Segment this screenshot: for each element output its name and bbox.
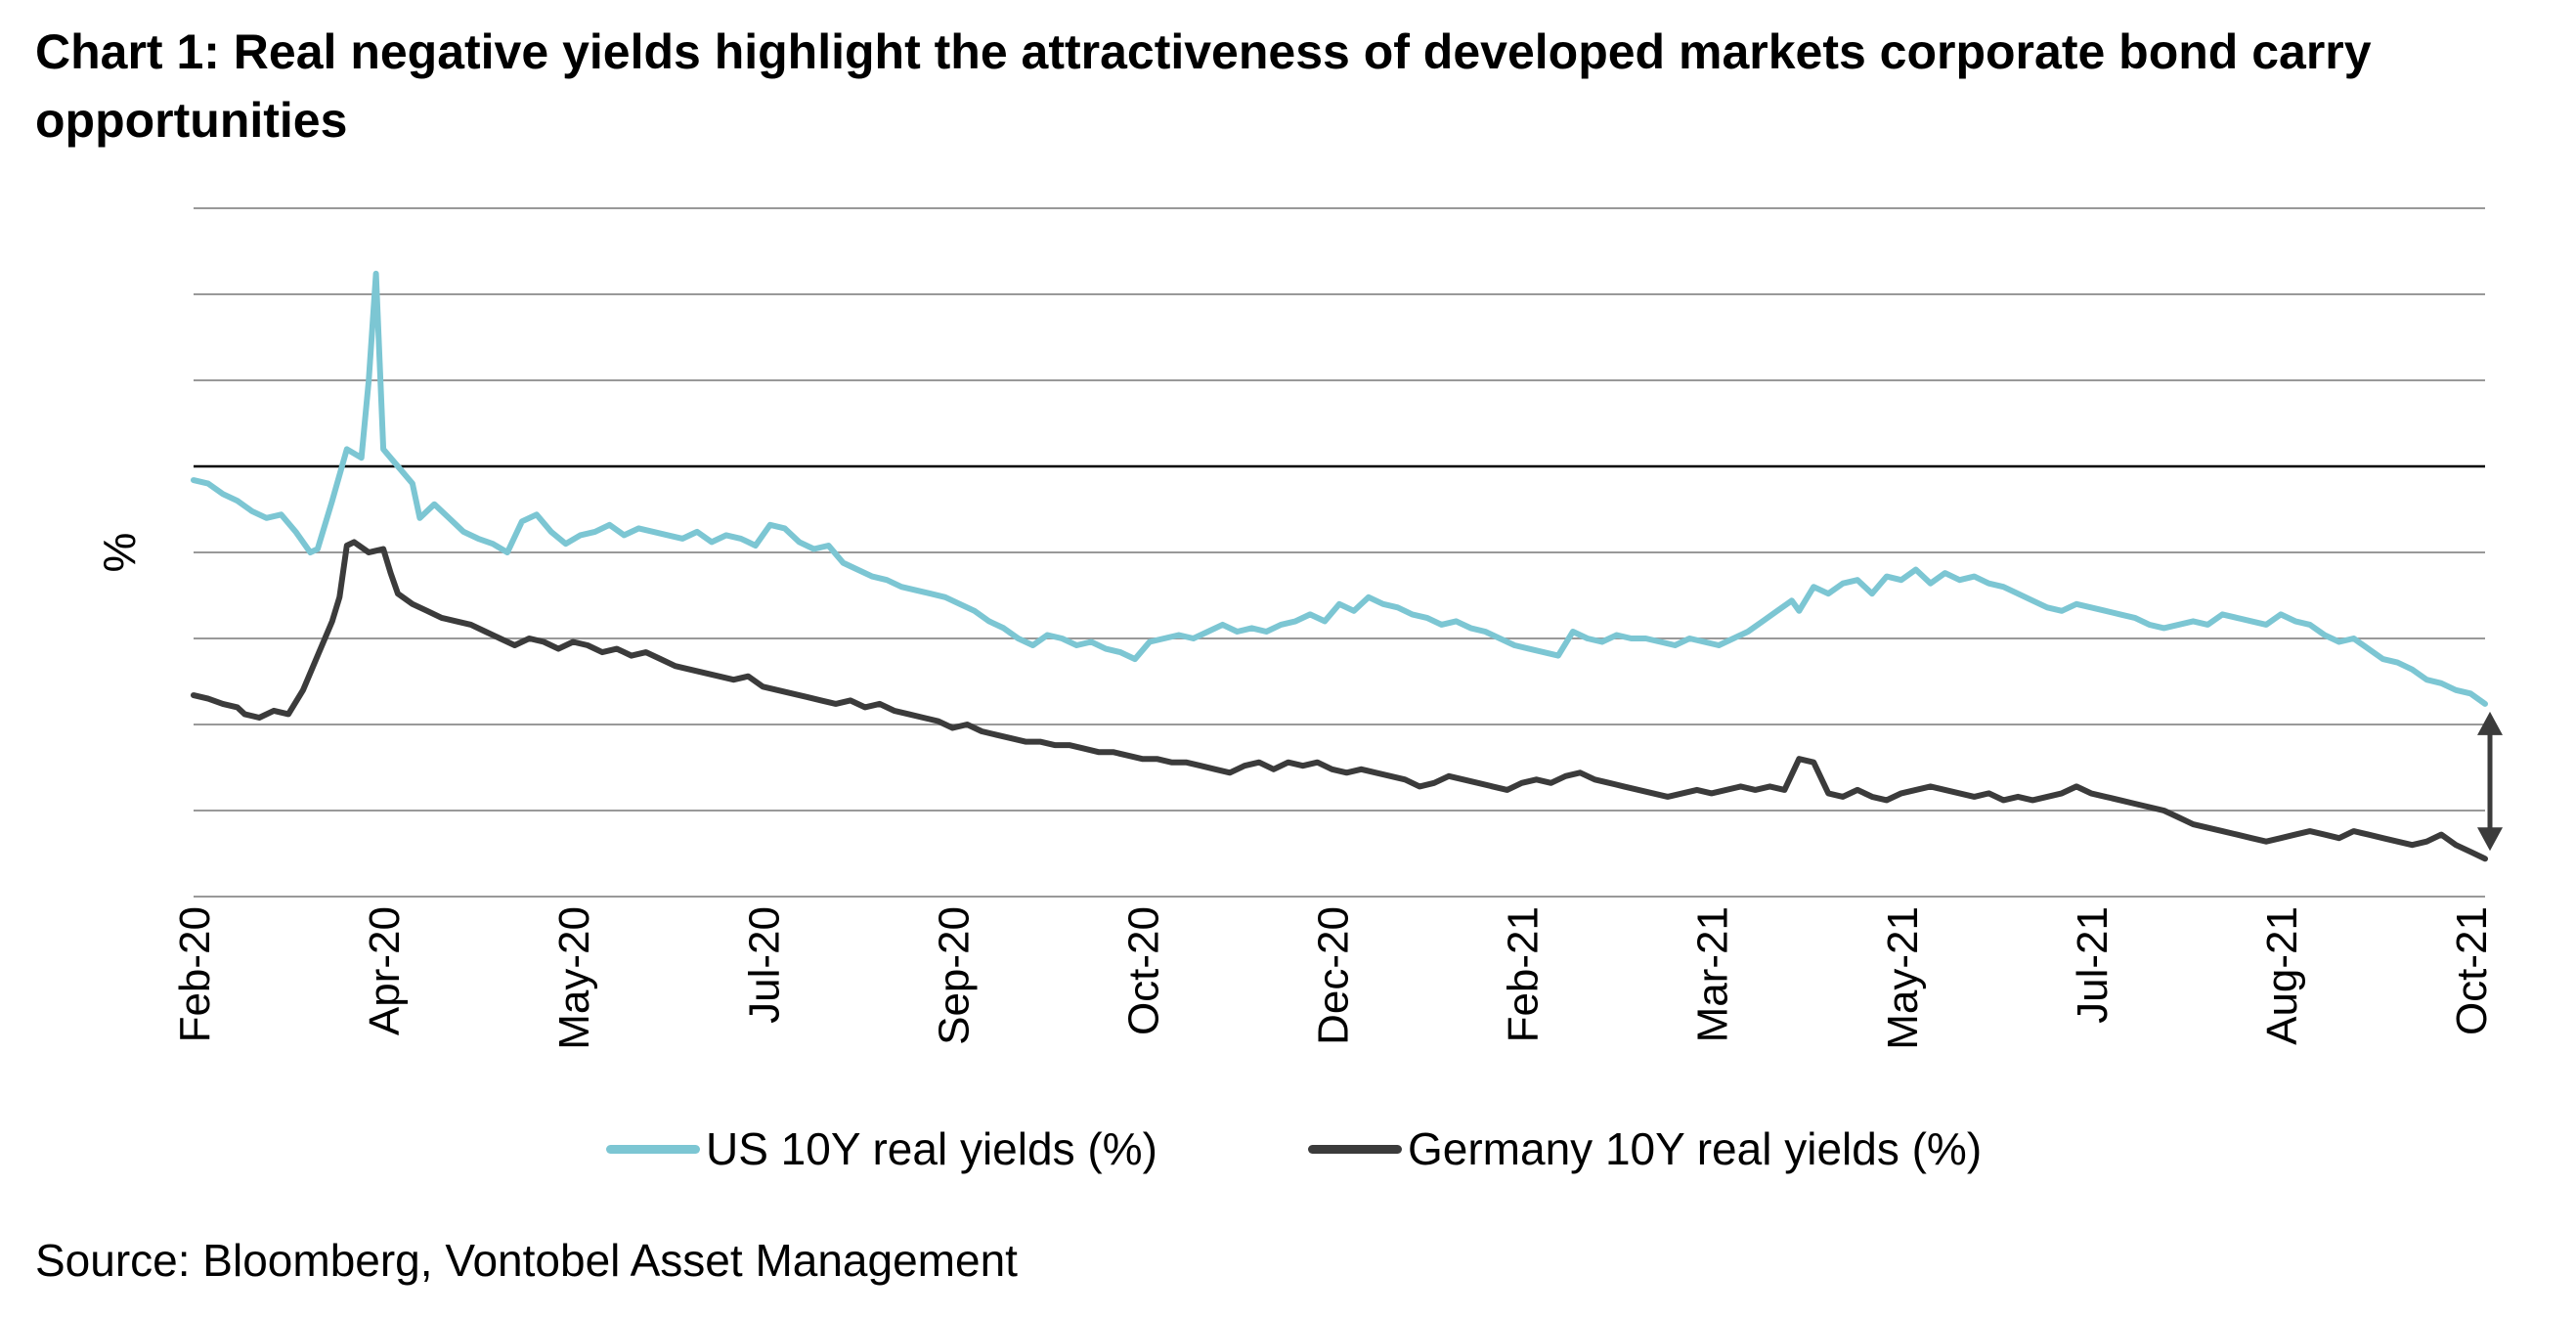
x-tick-label: May-20 (550, 906, 598, 1050)
source-note: Source: Bloomberg, Vontobel Asset Manage… (35, 1235, 1018, 1286)
x-tick-label: Oct-21 (2448, 906, 2496, 1035)
spread-arrow-head-up (2477, 711, 2503, 735)
legend-label-germany: Germany 10Y real yields (%) (1408, 1123, 1983, 1174)
x-tick-label: Aug-21 (2258, 906, 2306, 1045)
annotations (2477, 711, 2503, 852)
series-line-us (191, 270, 2488, 707)
x-tick-label: Dec-20 (1310, 906, 1358, 1045)
legend-swatch-us (606, 1144, 700, 1154)
x-tick-label: Feb-21 (1500, 906, 1548, 1042)
x-tick-label: Oct-20 (1119, 906, 1167, 1035)
gridlines: % (94, 207, 2485, 898)
legend-item-us: US 10Y real yields (%) (606, 1115, 1157, 1183)
legend: US 10Y real yields (%) Germany 10Y real … (0, 1115, 2576, 1183)
x-tick-label: Apr-20 (361, 906, 409, 1035)
series-line-germany (191, 539, 2488, 862)
y-axis-label: % (94, 533, 145, 573)
x-axis: Feb-20 Apr-20 May-20 Jul-20 Sep-20 Oct-20 Dec-… (171, 906, 2496, 1050)
x-tick-label: Jul-21 (2069, 906, 2117, 1024)
x-tick-label: Feb-20 (171, 906, 219, 1042)
spread-arrow-head-down (2477, 827, 2503, 852)
x-tick-label: Sep-20 (930, 906, 978, 1045)
series-lines (191, 270, 2488, 862)
x-tick-label: Jul-20 (740, 906, 788, 1024)
legend-item-germany: Germany 10Y real yields (%) (1308, 1115, 1982, 1183)
chart-title: Chart 1: Real negative yields highlight … (35, 24, 2372, 148)
x-tick-label: Mar-21 (1689, 906, 1737, 1042)
legend-label-us: US 10Y real yields (%) (706, 1123, 1157, 1174)
x-tick-label: May-21 (1879, 906, 1927, 1050)
legend-swatch-germany (1308, 1144, 1402, 1154)
